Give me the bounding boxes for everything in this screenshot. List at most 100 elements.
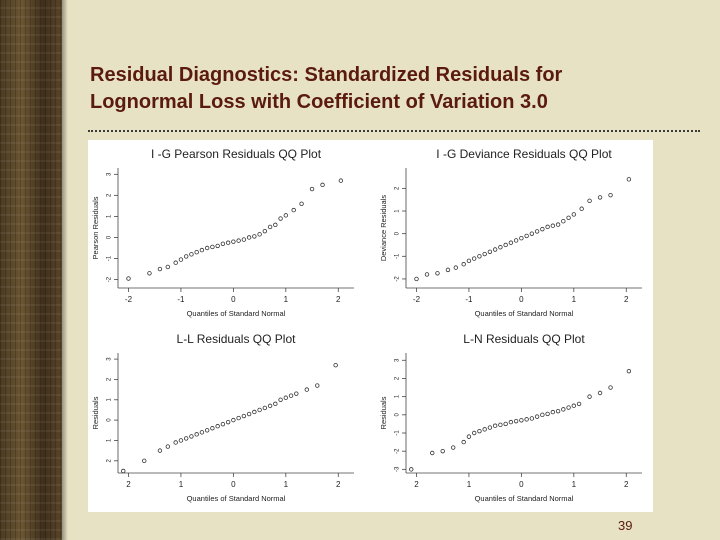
x-tick-label: 1 xyxy=(572,480,577,489)
data-point xyxy=(257,407,262,413)
x-axis-label: Quantiles of Standard Normal xyxy=(187,309,286,318)
data-point xyxy=(513,418,519,424)
data-point xyxy=(409,467,414,472)
data-point xyxy=(294,391,299,396)
y-tick-label: 1 xyxy=(107,438,113,442)
y-tick-label: -1 xyxy=(107,255,113,261)
data-point xyxy=(608,192,613,198)
qq-plot-1: I -G Pearson Residuals QQ Plot -2 -1 0 1 2 -2 -… xyxy=(91,147,354,318)
data-point xyxy=(165,444,171,449)
page-number: 39 xyxy=(618,518,633,533)
data-point xyxy=(246,411,252,417)
x-axis-label: Quantiles of Standard Normal xyxy=(187,494,286,503)
data-point xyxy=(283,395,289,400)
plot-title: L-L Residuals QQ Plot xyxy=(177,332,297,346)
data-point xyxy=(288,393,294,398)
data-point xyxy=(121,468,126,474)
y-tick-label: -1 xyxy=(395,253,401,259)
data-point xyxy=(477,428,482,434)
data-point xyxy=(513,238,519,243)
data-point xyxy=(597,195,603,200)
data-point xyxy=(435,271,440,276)
y-tick-label: 3 xyxy=(107,357,113,361)
data-point xyxy=(608,385,613,390)
data-point xyxy=(550,409,556,415)
plot-title: I -G Deviance Residuals QQ Plot xyxy=(436,147,612,161)
wood-texture-sidebar xyxy=(0,0,68,540)
x-tick-label: 0 xyxy=(231,295,236,304)
data-point xyxy=(210,244,215,250)
data-point xyxy=(278,216,283,221)
data-point xyxy=(487,425,493,430)
data-point xyxy=(241,237,247,242)
y-tick-label: 0 xyxy=(107,418,113,422)
data-point xyxy=(241,413,247,419)
data-point xyxy=(194,432,199,437)
y-tick-label: 2 xyxy=(107,193,113,197)
data-point xyxy=(267,403,273,409)
data-point xyxy=(482,251,487,257)
x-tick-label: 1 xyxy=(467,480,472,489)
data-point xyxy=(199,430,205,435)
data-point xyxy=(492,247,498,252)
x-axis-label: Quantiles of Standard Normal xyxy=(475,494,574,503)
y-axis-label: Residuals xyxy=(91,396,100,429)
data-point xyxy=(252,234,257,239)
x-tick-label: 2 xyxy=(624,295,629,304)
data-point xyxy=(246,235,252,240)
x-tick-label: 1 xyxy=(284,295,289,304)
data-point xyxy=(204,245,210,251)
data-point xyxy=(566,215,571,221)
data-point xyxy=(183,436,189,441)
x-tick-label: 1 xyxy=(572,295,577,304)
data-point xyxy=(315,383,320,388)
data-point xyxy=(626,368,632,374)
y-tick-label: 1 xyxy=(107,397,113,401)
data-point xyxy=(498,422,503,428)
title-divider xyxy=(88,130,700,132)
x-tick-label: -1 xyxy=(465,295,473,304)
data-point xyxy=(550,223,556,228)
y-tick-label: 1 xyxy=(395,209,401,213)
x-tick-label: 2 xyxy=(336,295,341,304)
y-tick-label: 1 xyxy=(107,214,113,218)
data-point xyxy=(236,415,241,421)
y-tick-label: 0 xyxy=(395,231,401,235)
x-tick-label: 2 xyxy=(336,480,341,489)
y-tick-label: -3 xyxy=(395,466,401,472)
data-point xyxy=(566,405,571,410)
data-point xyxy=(215,424,220,429)
data-point xyxy=(173,260,178,265)
data-point xyxy=(587,394,592,399)
x-tick-label: -2 xyxy=(413,295,421,304)
data-point xyxy=(309,186,315,192)
data-point xyxy=(142,458,147,463)
data-point xyxy=(291,207,296,213)
y-tick-label: -1 xyxy=(395,430,401,436)
slide-title-line-1: Residual Diagnostics: Standardized Resid… xyxy=(90,64,563,86)
data-point xyxy=(189,252,194,257)
y-tick-label: -2 xyxy=(395,276,401,282)
plot-title: I -G Pearson Residuals QQ Plot xyxy=(151,147,322,161)
data-point xyxy=(471,256,477,261)
data-point xyxy=(453,265,459,270)
data-point xyxy=(587,198,592,204)
data-point xyxy=(508,419,514,425)
x-tick-label: 0 xyxy=(519,295,524,304)
y-tick-label: 2 xyxy=(395,186,401,190)
data-point xyxy=(338,178,344,183)
x-axis-label: Quantiles of Standard Normal xyxy=(475,309,574,318)
x-tick-label: 0 xyxy=(519,480,524,489)
data-point xyxy=(571,403,577,408)
data-point xyxy=(524,233,529,239)
data-point xyxy=(571,212,577,217)
data-point xyxy=(424,272,430,277)
y-tick-label: 2 xyxy=(107,377,113,381)
data-point xyxy=(231,417,236,423)
data-point xyxy=(534,414,540,419)
data-point xyxy=(236,238,241,243)
data-point xyxy=(262,228,268,234)
data-point xyxy=(626,177,632,182)
qq-plots-figure: I -G Pearson Residuals QQ Plot -2 -1 0 1 2 -2 -… xyxy=(91,147,642,503)
data-point xyxy=(225,240,231,245)
